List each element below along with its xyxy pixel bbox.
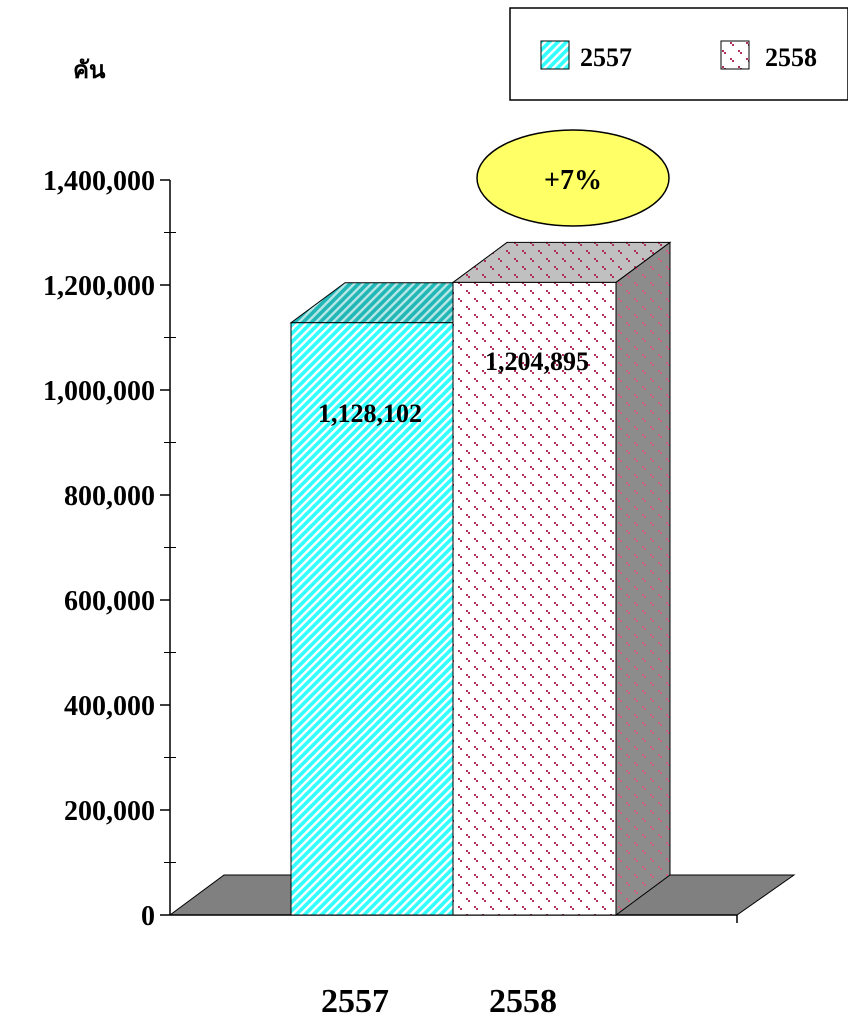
bar-2557 bbox=[290, 322, 454, 916]
y-tick-label: 400,000 bbox=[64, 691, 155, 722]
y-tick-label: 1,400,000 bbox=[43, 166, 155, 197]
growth-annotation: +7% bbox=[476, 129, 670, 227]
growth-bubble bbox=[476, 129, 670, 227]
bar-2558 bbox=[452, 281, 617, 916]
data-label-2558: 1,204,895 bbox=[485, 347, 589, 376]
y-tick-label: 600,000 bbox=[64, 586, 155, 617]
bars bbox=[289, 241, 672, 916]
x-label-2557: 2557 bbox=[321, 983, 389, 1020]
y-tick-label: 1,000,000 bbox=[43, 376, 155, 407]
growth-label: +7% bbox=[544, 165, 602, 196]
legend-label-2558: 2558 bbox=[765, 43, 817, 72]
y-axis: 0 200,000 400,000 600,000 800,000 1,000,000 1,… bbox=[43, 166, 738, 932]
bar-2558-side bbox=[615, 241, 671, 916]
legend-swatch-2557 bbox=[540, 40, 570, 70]
y-tick-label: 800,000 bbox=[64, 481, 155, 512]
y-tick-label: 1,200,000 bbox=[43, 271, 155, 302]
legend: 2557 2558 bbox=[509, 7, 848, 101]
y-tick-label: 0 bbox=[141, 901, 155, 932]
legend-label-2557: 2557 bbox=[580, 43, 632, 72]
legend-swatch-2558 bbox=[720, 40, 750, 70]
data-label-2557: 1,128,102 bbox=[318, 399, 422, 428]
unit-label: คัน bbox=[73, 58, 106, 84]
x-label-2558: 2558 bbox=[489, 983, 557, 1020]
y-tick-label: 200,000 bbox=[64, 796, 155, 827]
